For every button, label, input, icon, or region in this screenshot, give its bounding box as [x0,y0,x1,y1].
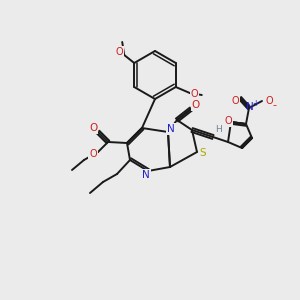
Text: O: O [265,96,273,106]
Text: +: + [252,98,258,107]
Text: O: O [89,123,97,133]
Text: O: O [192,100,200,110]
Text: S: S [200,148,206,158]
Text: O: O [89,149,97,159]
Text: H: H [214,124,221,134]
Text: N: N [167,124,175,134]
Text: N: N [246,102,254,112]
Text: O: O [116,47,123,57]
Text: O: O [224,116,232,126]
Text: N: N [142,170,150,180]
Text: -: - [272,100,276,110]
Text: O: O [191,89,199,99]
Text: O: O [231,96,239,106]
